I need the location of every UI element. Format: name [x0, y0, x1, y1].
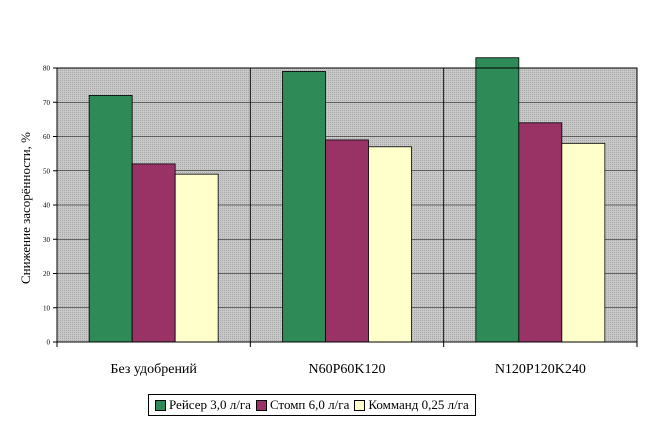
legend-label: Рейсер 3,0 л/га [169, 397, 251, 412]
category-label: Без удобрений [110, 362, 197, 377]
y-tick-label: 50 [43, 167, 51, 175]
legend-item: Комманд 0,25 л/га [354, 397, 469, 413]
y-tick-label: 40 [43, 202, 51, 210]
y-tick-label: 20 [43, 270, 51, 278]
bar [518, 122, 563, 343]
y-tick-label: 30 [43, 236, 51, 244]
legend-swatch [155, 399, 166, 411]
bars [88, 57, 606, 343]
legend: Рейсер 3,0 л/га Стомп 6,0 л/га Комманд 0,2… [148, 394, 476, 416]
category-labels: Без удобрений N60P60K120 N120P120K240 [110, 362, 585, 377]
bar [88, 95, 133, 343]
y-axis-label: Снижение засорённости, % [18, 132, 33, 284]
bar [475, 57, 520, 343]
bar [368, 146, 412, 343]
legend-label: Комманд 0,25 л/га [368, 397, 469, 412]
legend-label: Стомп 6,0 л/га [269, 397, 350, 412]
category-label: N60P60K120 [308, 362, 385, 377]
category-label: N120P120K240 [495, 362, 586, 377]
legend-swatch [255, 399, 267, 411]
y-tick-label: 60 [43, 133, 51, 141]
bar [174, 173, 219, 343]
legend-item: Рейсер 3,0 л/га [155, 397, 251, 413]
bar [561, 142, 606, 343]
y-tick-labels: 0 10 20 30 40 50 60 70 80 [43, 65, 51, 347]
bar [325, 139, 369, 343]
legend-item: Стомп 6,0 л/га [255, 397, 350, 413]
y-tick-label: 80 [43, 65, 51, 73]
bar [282, 71, 326, 343]
axes [53, 67, 638, 347]
y-tick-label: 10 [43, 304, 51, 312]
y-tick-label: 70 [43, 99, 51, 107]
bar [131, 163, 176, 343]
legend-swatch [354, 399, 366, 411]
y-tick-label: 0 [47, 339, 51, 347]
